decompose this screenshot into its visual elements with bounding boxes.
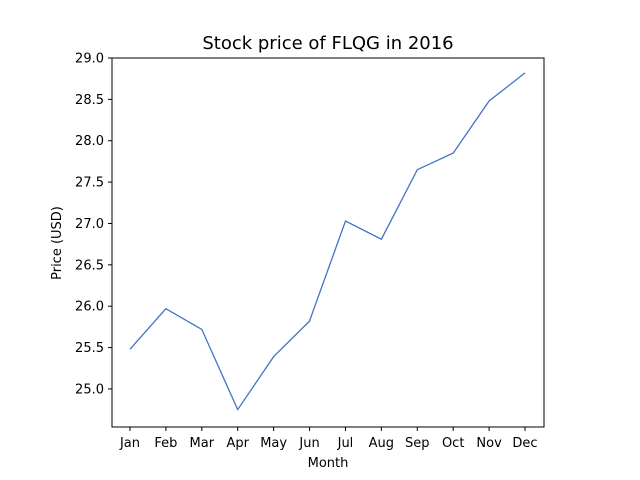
y-tick-label: 28.5 [75, 93, 104, 108]
x-tick-label: Sep [405, 436, 430, 451]
plot-area [111, 57, 545, 428]
x-axis: Jan Feb Mar Apr May Jun Jul Aug Sep Oct Nov Dec [119, 427, 538, 451]
x-tick-label: Jun [298, 436, 319, 451]
x-tick-label: Nov [476, 436, 502, 451]
y-axis: 25.0 25.5 26.0 26.5 27.0 27.5 28.0 28.5 29.0 [75, 52, 112, 397]
x-tick-label: Jan [119, 436, 140, 451]
x-tick-label: Mar [190, 436, 215, 451]
chart-title: Stock price of FLQG in 2016 [202, 33, 453, 54]
y-tick-label: 25.5 [75, 341, 104, 356]
x-tick-label: Apr [226, 436, 249, 451]
x-tick-label: May [260, 436, 287, 451]
series-line [129, 72, 526, 411]
y-tick-label: 27.0 [75, 217, 104, 232]
y-tick-label: 27.5 [75, 176, 104, 191]
y-tick-label: 25.0 [75, 382, 104, 397]
x-tick-label: Oct [442, 436, 464, 451]
x-tick-label: Aug [369, 436, 394, 451]
y-tick-label: 26.0 [75, 300, 104, 315]
x-tick-label: Jul [337, 436, 354, 451]
y-tick-label: 29.0 [75, 52, 104, 67]
y-tick-label: 28.0 [75, 134, 104, 149]
x-axis-label: Month [308, 456, 349, 471]
y-axis-label: Price (USD) [50, 206, 65, 280]
x-tick-label: Dec [512, 436, 537, 451]
y-tick-label: 26.5 [75, 258, 104, 273]
x-tick-label: Feb [154, 436, 177, 451]
